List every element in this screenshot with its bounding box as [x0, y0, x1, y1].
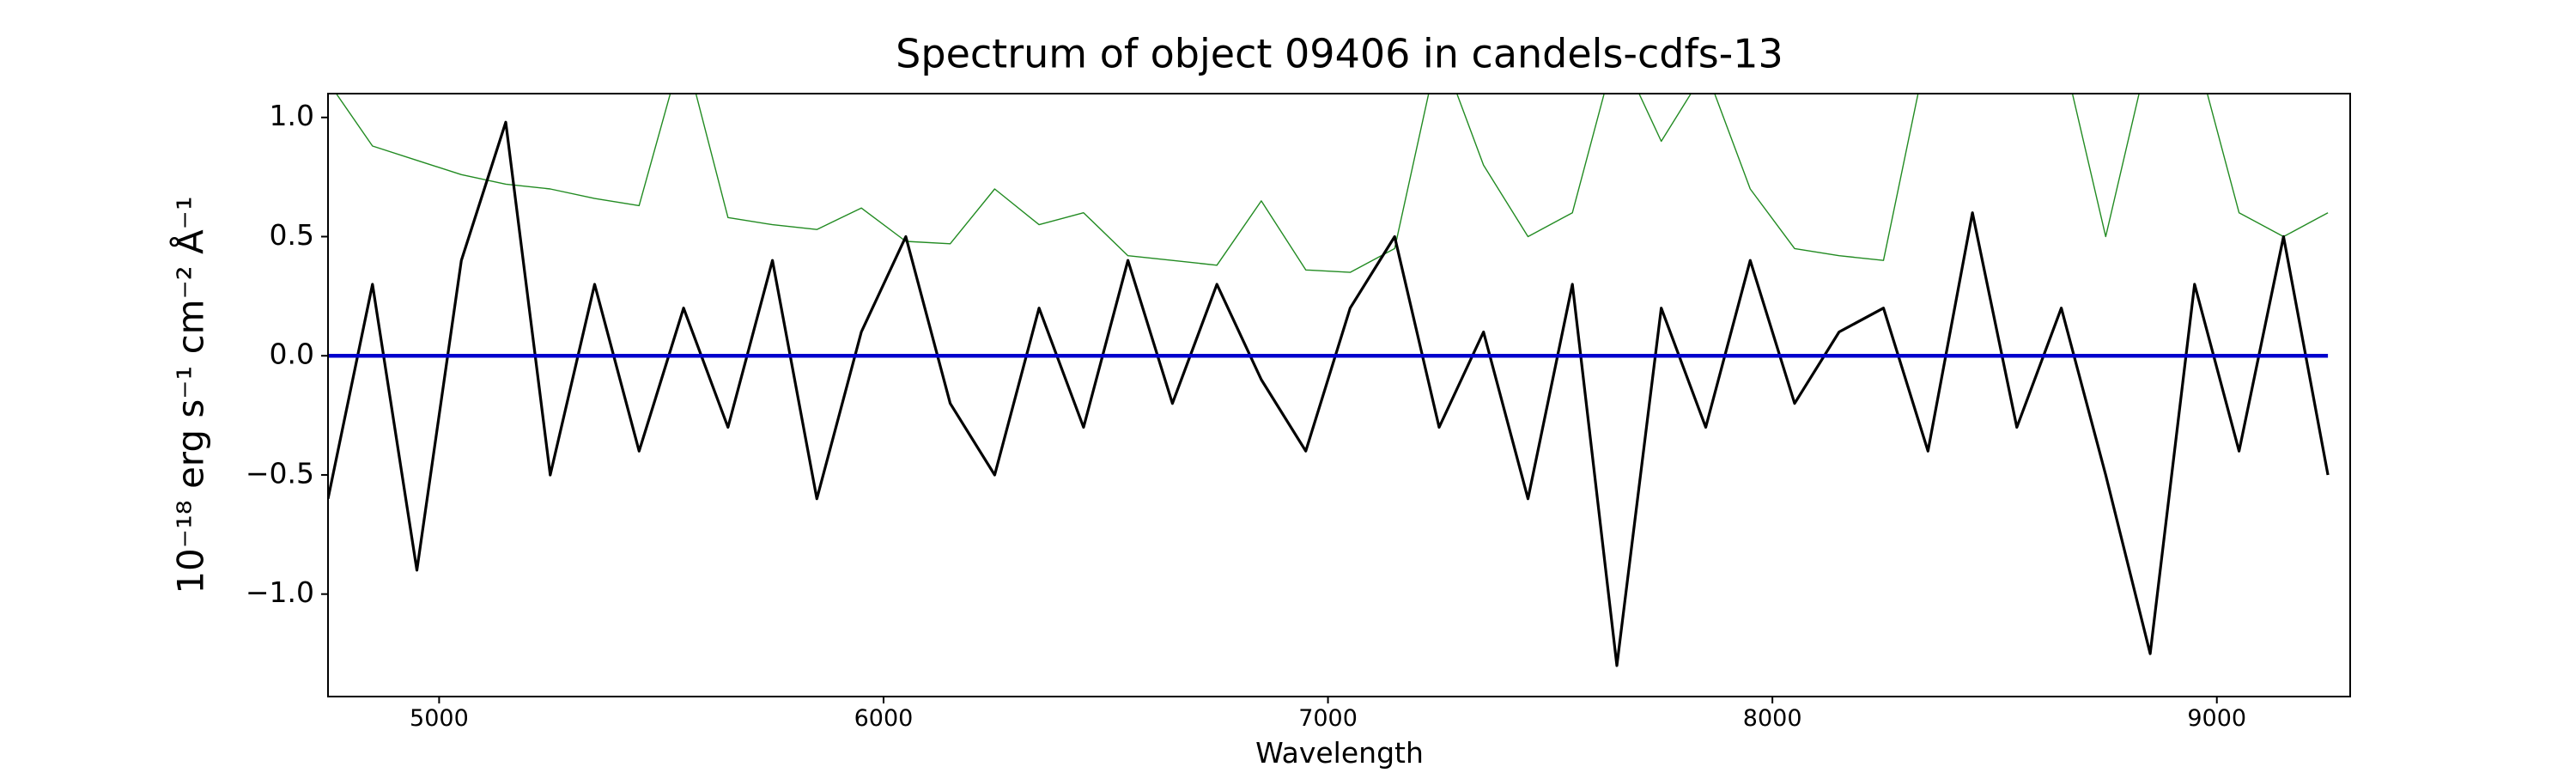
y-tick-label: 1.0 — [270, 99, 314, 132]
x-tick-label: 7000 — [1298, 705, 1358, 732]
y-tick-label: −1.0 — [246, 575, 314, 609]
y-tick-label: 0.0 — [270, 338, 314, 371]
spectrum-line — [335, 94, 2329, 273]
x-tick-label: 9000 — [2187, 705, 2246, 732]
plot-frame — [327, 93, 2351, 697]
y-tick-label: 0.5 — [270, 218, 314, 252]
x-tick-label: 5000 — [410, 705, 469, 732]
y-axis-label: 10⁻¹⁸ erg s⁻¹ cm⁻² Å⁻¹ — [169, 196, 212, 593]
chart-title: Spectrum of object 09406 in candels-cdfs… — [896, 31, 1783, 77]
x-tick-label: 6000 — [854, 705, 914, 732]
x-axis-label: Wavelength — [1255, 736, 1424, 770]
spectrum-line — [328, 120, 2330, 667]
x-tick-label: 8000 — [1743, 705, 1802, 732]
plot-area — [328, 94, 2330, 667]
y-tick-label: −0.5 — [246, 456, 314, 490]
